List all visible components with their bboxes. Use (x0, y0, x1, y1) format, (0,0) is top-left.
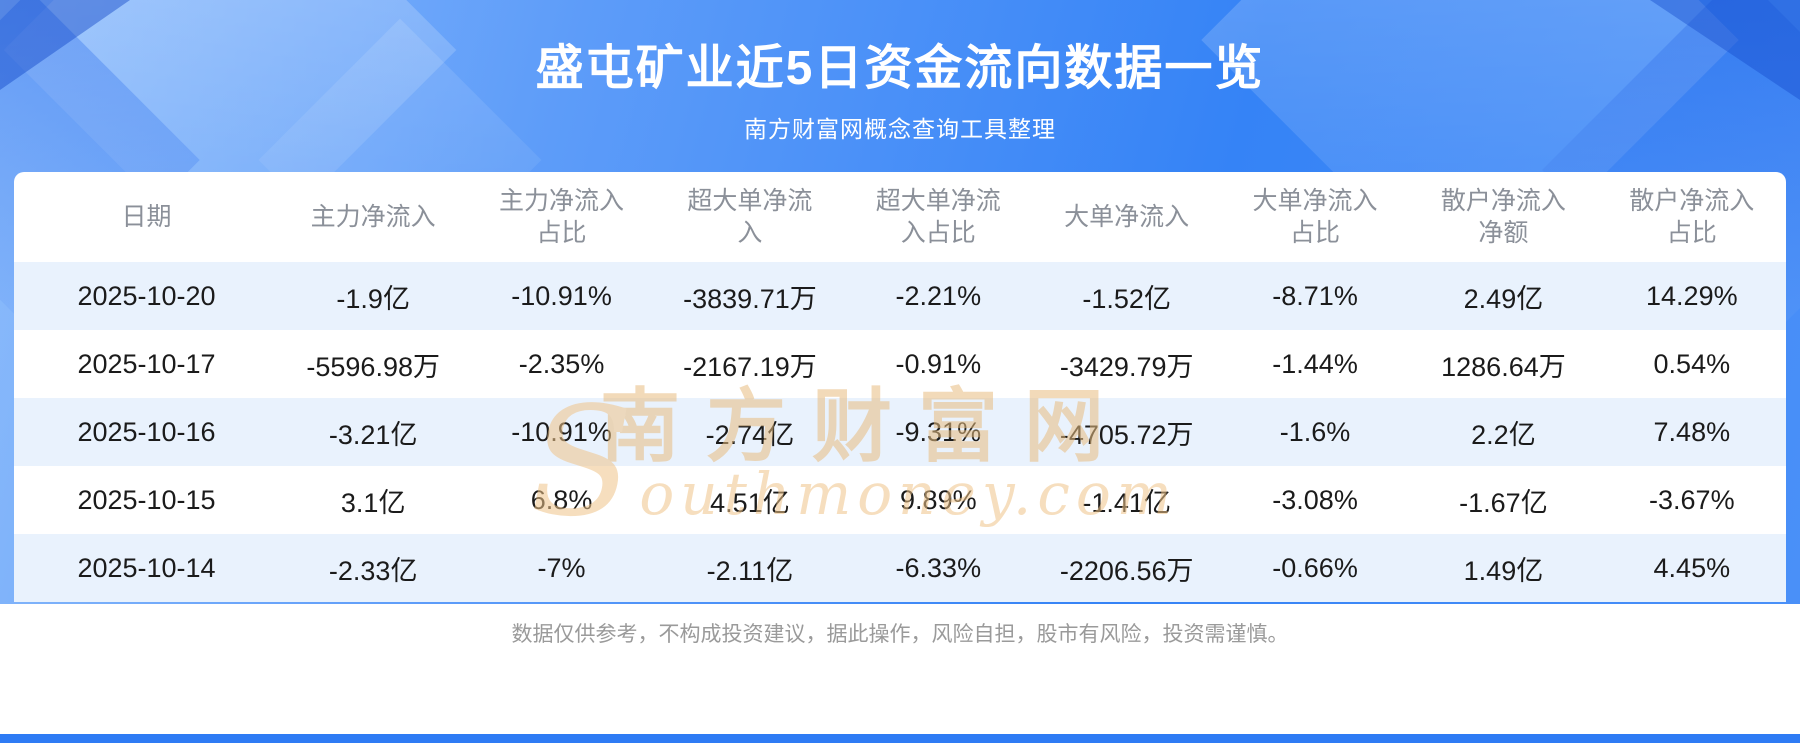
value-cell: -3839.71万 (683, 283, 817, 314)
table-body: 2025-10-20 -1.9亿 -10.91% -3839.71万 -2.21% -1.… (14, 262, 1786, 602)
value-cell: 2.49亿 (1463, 283, 1544, 314)
value-cell: 4.51亿 (710, 487, 790, 518)
disclaimer-text: 数据仅供参考，不构成投资建议，据此操作，风险自担，股市有风险，投资需谨慎。 (511, 623, 1289, 646)
value-cell: 1.49亿 (1463, 555, 1544, 586)
column-header-retail-net-inflow: 散户净流入净额 (1409, 185, 1597, 250)
table-row: 2025-10-16 -3.21亿 -10.91% -2.74亿 -9.31% -4705… (14, 398, 1786, 466)
date-cell: 2025-10-17 (77, 348, 216, 379)
data-table: 日期 主力净流入 主力净流入占比 超大单净流入 超大单净流入占比 大单净流入 大… (14, 172, 1786, 602)
column-header-label: 日期 (121, 202, 172, 231)
table-row: 2025-10-20 -1.9亿 -10.91% -3839.71万 -2.21% -1.… (14, 262, 1786, 330)
column-header-large-net-inflow-ratio: 大单净流入占比 (1221, 185, 1409, 250)
value-cell: -2.33亿 (328, 555, 418, 586)
table-row: 2025-10-17 -5596.98万 -2.35% -2167.19万 -0.91%… (14, 330, 1786, 398)
bottom-accent-bar (0, 734, 1800, 743)
page-subtitle: 南方财富网概念查询工具整理 (744, 116, 1056, 142)
date-cell: 2025-10-15 (77, 484, 216, 515)
value-cell: -9.31% (895, 416, 982, 447)
value-cell: -7% (537, 552, 586, 583)
value-cell: -1.44% (1272, 348, 1358, 379)
date-cell: 2025-10-20 (77, 280, 216, 311)
value-cell: 6.8% (530, 484, 593, 515)
value-cell: -3.67% (1649, 484, 1735, 515)
column-header-label: 大单净流入占比 (1252, 186, 1378, 248)
column-header-date: 日期 (14, 201, 279, 234)
column-header-label: 散户净流入占比 (1629, 186, 1755, 248)
value-cell: -1.67亿 (1459, 487, 1548, 518)
value-cell: -4705.72万 (1059, 419, 1194, 450)
page-title: 盛屯矿业近5日资金流向数据一览 (535, 42, 1265, 95)
column-header-label: 主力净流入 (310, 202, 436, 231)
value-cell: -2.35% (518, 348, 605, 379)
value-cell: -1.6% (1279, 416, 1351, 447)
column-header-retail-net-inflow-ratio: 散户净流入占比 (1598, 185, 1786, 250)
table-row: 2025-10-15 3.1亿 6.8% 4.51亿 9.89% -1.41亿 -3.08%… (14, 466, 1786, 534)
value-cell: -10.91% (511, 416, 612, 447)
value-cell: 4.45% (1653, 552, 1731, 583)
value-cell: -3429.79万 (1059, 351, 1194, 382)
column-header-label: 超大单净流入占比 (875, 186, 1001, 248)
value-cell: 9.89% (900, 484, 977, 515)
column-header-main-net-inflow-ratio: 主力净流入占比 (467, 185, 655, 250)
value-cell: -2.21% (895, 280, 982, 311)
value-cell: -1.52亿 (1082, 283, 1171, 314)
date-cell: 2025-10-16 (77, 416, 216, 447)
value-cell: -1.9亿 (336, 283, 410, 314)
column-header-label: 大单净流入 (1064, 202, 1190, 231)
value-cell: -0.66% (1272, 552, 1358, 583)
column-header-large-net-inflow: 大单净流入 (1033, 201, 1221, 234)
column-header-super-large-net-inflow-ratio: 超大单净流入占比 (844, 185, 1032, 250)
value-cell: -8.71% (1272, 280, 1358, 311)
value-cell: -0.91% (895, 348, 982, 379)
value-cell: -2167.19万 (683, 351, 817, 382)
value-cell: -5596.98万 (306, 351, 440, 382)
column-header-label: 超大单净流入 (687, 186, 813, 248)
value-cell: -2206.56万 (1059, 555, 1194, 586)
table-header-row: 日期 主力净流入 主力净流入占比 超大单净流入 超大单净流入占比 大单净流入 大… (14, 172, 1786, 262)
value-cell: -1.41亿 (1082, 487, 1171, 518)
column-header-label: 主力净流入占比 (499, 186, 625, 248)
value-cell: 3.1亿 (340, 487, 406, 518)
value-cell: -3.08% (1272, 484, 1358, 515)
value-cell: 14.29% (1646, 280, 1738, 311)
column-header-label: 散户净流入净额 (1440, 186, 1566, 248)
value-cell: 1286.64万 (1441, 351, 1566, 382)
value-cell: -3.21亿 (328, 419, 418, 450)
value-cell: -2.11亿 (706, 555, 794, 586)
date-cell: 2025-10-14 (77, 552, 216, 583)
value-cell: 0.54% (1653, 348, 1731, 379)
column-header-main-net-inflow: 主力净流入 (279, 201, 467, 234)
column-header-super-large-net-inflow: 超大单净流入 (656, 185, 844, 250)
table-row: 2025-10-14 -2.33亿 -7% -2.11亿 -6.33% -2206.56万… (14, 534, 1786, 602)
value-cell: 7.48% (1653, 416, 1731, 447)
value-cell: -10.91% (511, 280, 612, 311)
value-cell: -6.33% (895, 552, 982, 583)
value-cell: -2.74亿 (705, 419, 795, 450)
value-cell: 2.2亿 (1471, 419, 1536, 450)
